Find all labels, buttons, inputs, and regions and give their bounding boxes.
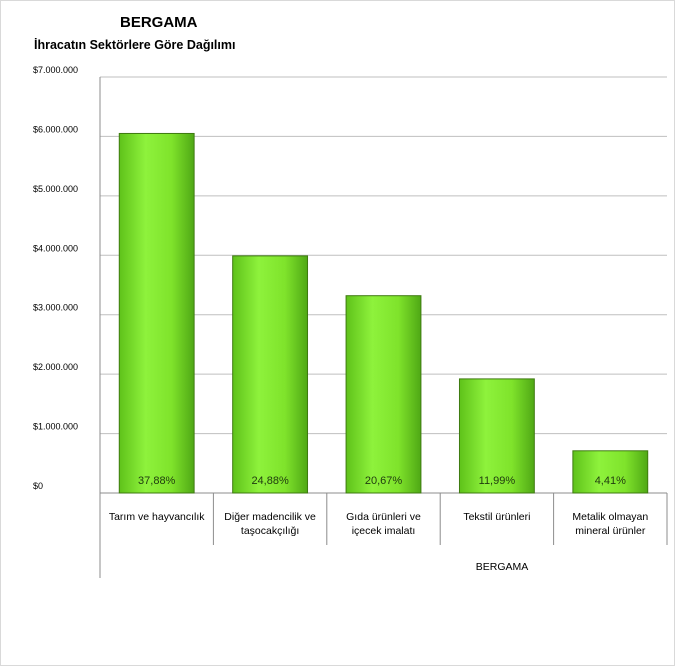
y-tick-label: $0 (33, 481, 43, 491)
x-category-label: Gıda ürünleri ve (346, 511, 421, 523)
y-tick-label: $2.000.000 (33, 362, 78, 372)
y-tick-label: $7.000.000 (33, 65, 78, 75)
bar (232, 255, 309, 494)
bar-data-label: 24,88% (251, 475, 289, 487)
x-axis-title: BERGAMA (476, 561, 529, 573)
x-category-label: Metalik olmayan (572, 511, 648, 523)
x-category-label: içecek imalatı (352, 525, 416, 537)
bar (572, 450, 649, 494)
bar (345, 295, 422, 494)
bar-data-label: 11,99% (479, 475, 516, 487)
chart-subtitle: İhracatın Sektörlere Göre Dağılımı (34, 38, 236, 52)
y-tick-label: $5.000.000 (33, 184, 78, 194)
y-tick-label: $1.000.000 (33, 422, 78, 432)
bar (118, 132, 195, 494)
bar-data-label: 4,41% (595, 475, 626, 487)
x-category-label: Diğer madencilik ve (224, 511, 316, 523)
bar (458, 378, 535, 494)
x-category-label: Tarım ve hayvancılık (109, 511, 205, 523)
x-category-label: taşocakçılığı (241, 525, 299, 537)
bar-data-label: 20,67% (365, 475, 403, 487)
y-tick-label: $3.000.000 (33, 303, 78, 313)
bar-data-label: 37,88% (138, 475, 176, 487)
x-category-label: mineral ürünler (575, 525, 646, 537)
y-tick-label: $6.000.000 (33, 124, 78, 134)
y-tick-label: $4.000.000 (33, 243, 78, 253)
chart-title: BERGAMA (120, 14, 198, 31)
x-category-label: Tekstil ürünleri (463, 511, 530, 523)
